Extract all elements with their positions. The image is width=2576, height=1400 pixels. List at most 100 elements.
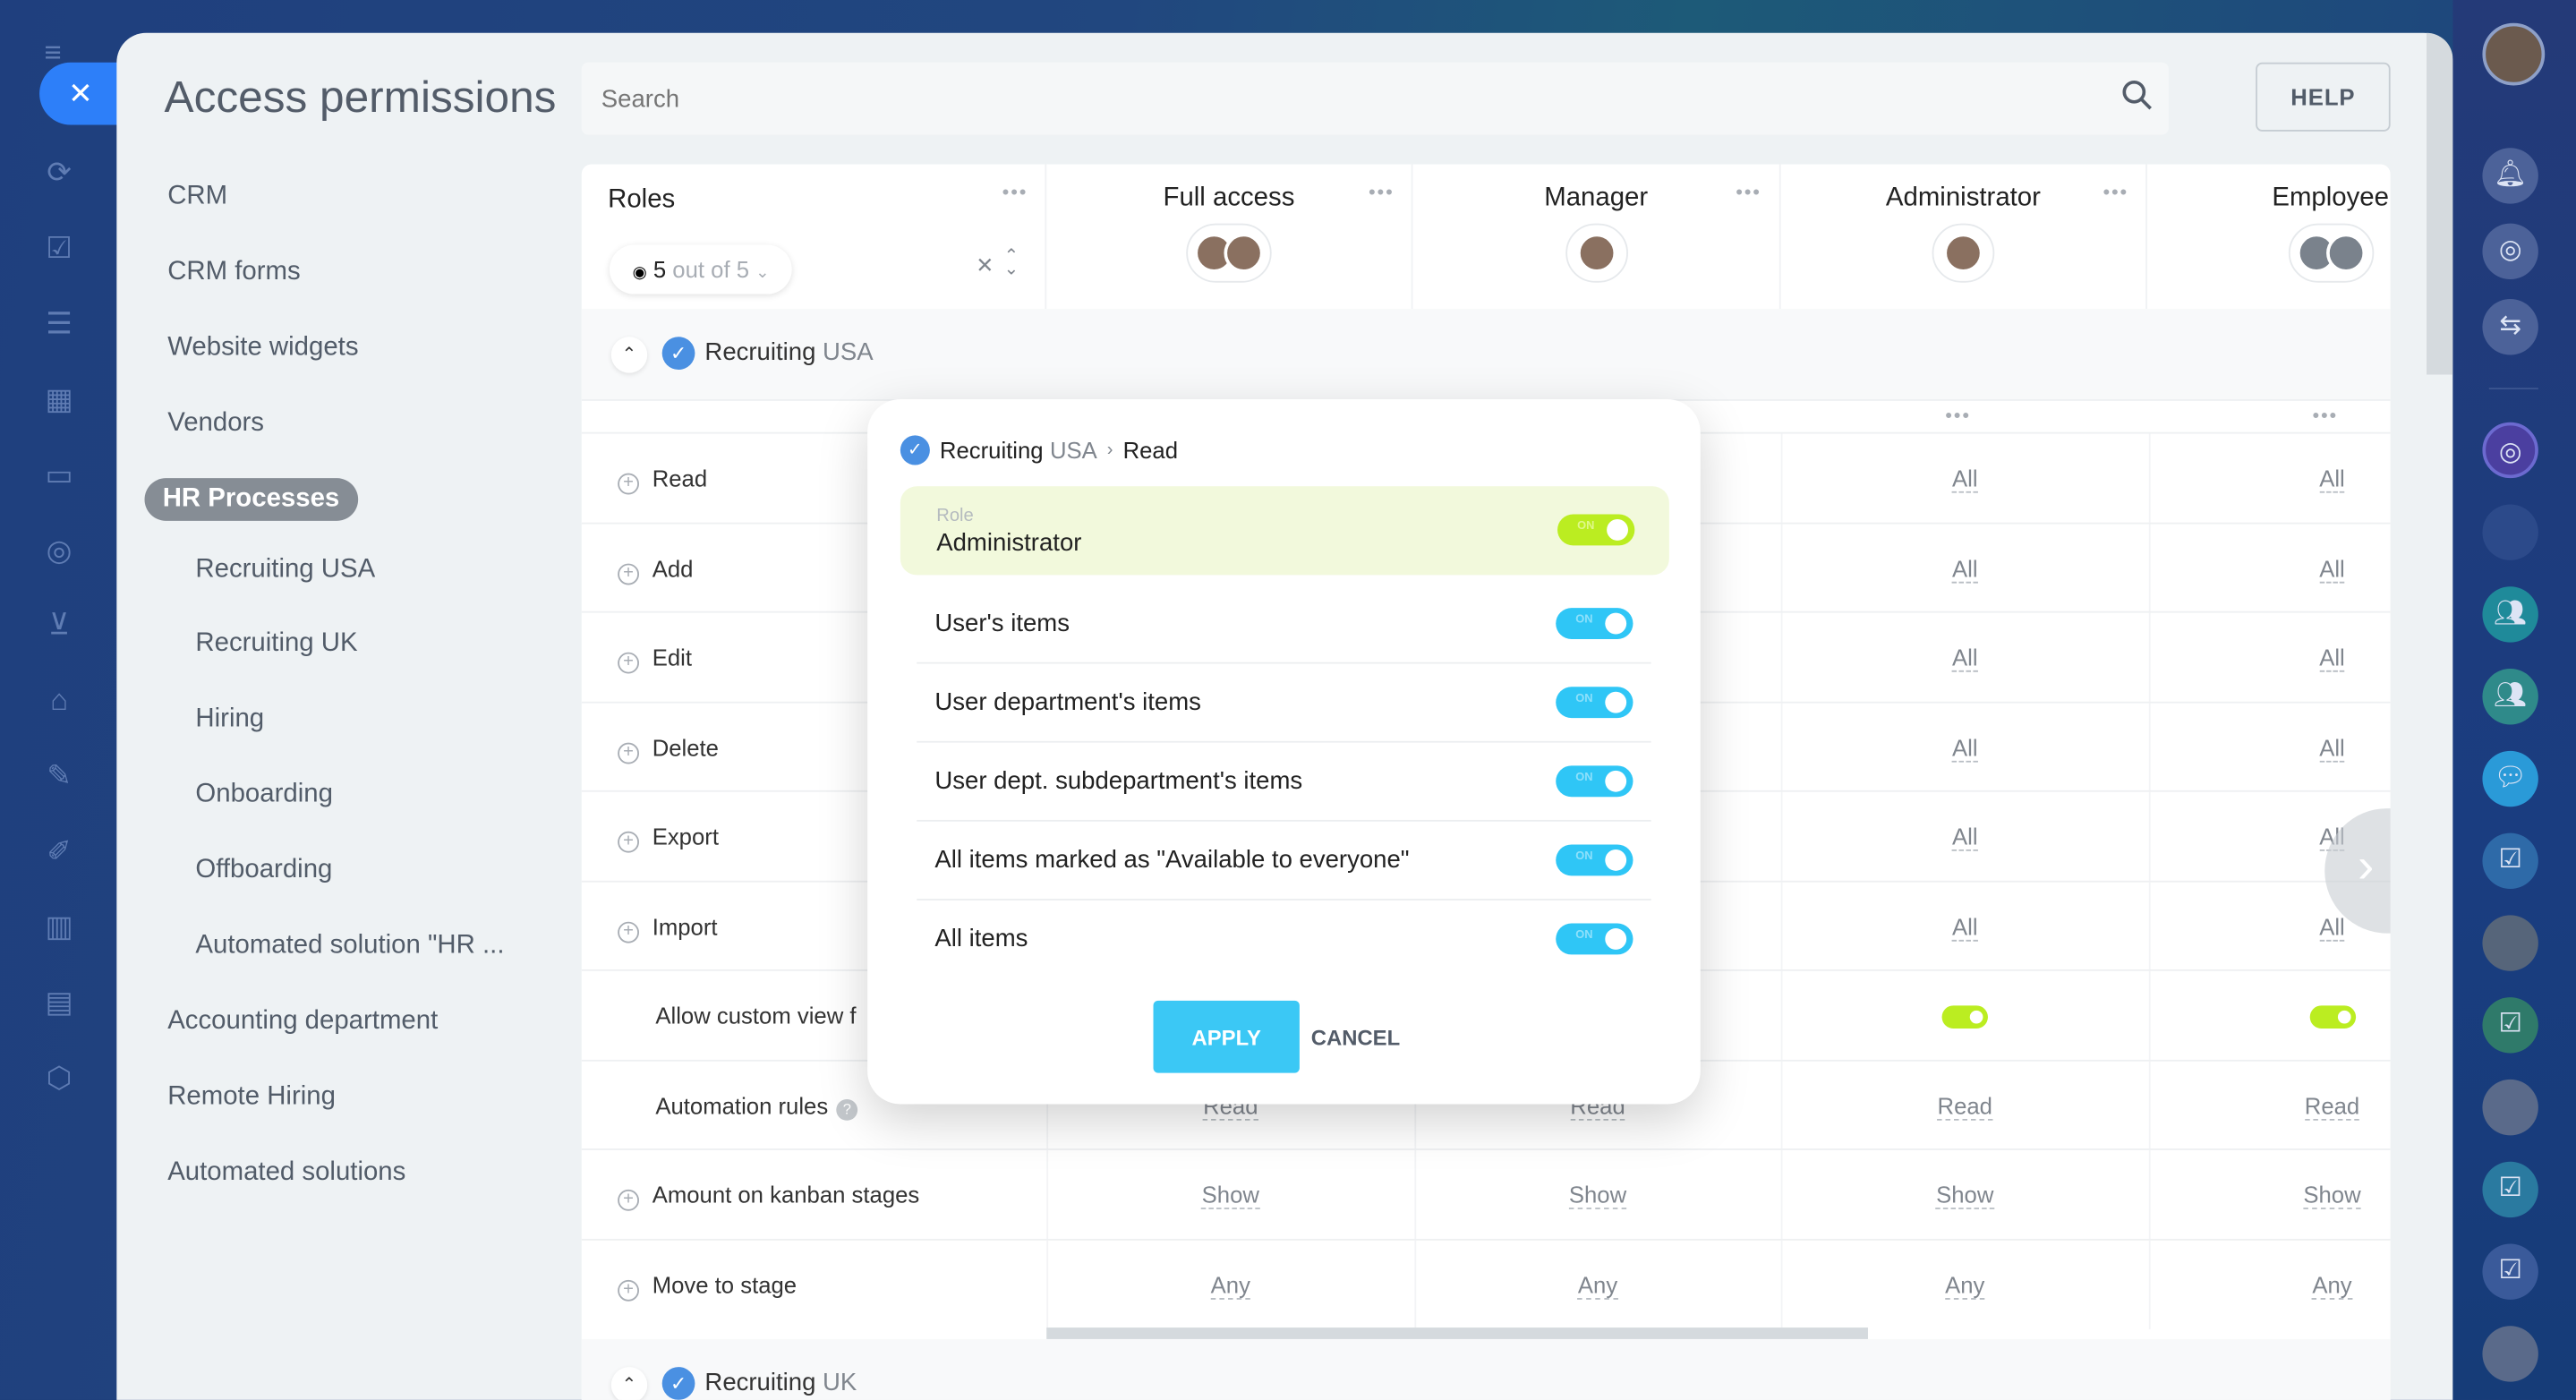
- task-icon[interactable]: ☑: [2482, 832, 2538, 890]
- more-icon[interactable]: •••: [1368, 180, 1395, 204]
- cart-icon[interactable]: ⊻: [47, 608, 71, 642]
- permission-cell[interactable]: All: [1780, 702, 2147, 791]
- role-toggle[interactable]: ON: [1557, 514, 1635, 546]
- search-input[interactable]: [581, 62, 2169, 135]
- menu-item[interactable]: Recruiting USA: [195, 554, 376, 583]
- more-icon[interactable]: •••: [2103, 180, 2129, 204]
- feed-icon[interactable]: ▤: [45, 986, 73, 1019]
- cell-value[interactable]: All: [1951, 912, 1978, 941]
- menu-item[interactable]: Automated solutions: [167, 1157, 406, 1186]
- option-toggle[interactable]: ON: [1556, 608, 1633, 640]
- expand-plus-icon[interactable]: +: [618, 1189, 640, 1211]
- permission-cell[interactable]: [1780, 970, 2147, 1060]
- menu-item[interactable]: Vendors: [167, 408, 264, 437]
- close-button[interactable]: ✕: [39, 62, 122, 125]
- chat-exchange-icon[interactable]: ⇆: [2482, 299, 2538, 355]
- cell-value[interactable]: Any: [1945, 1270, 1985, 1299]
- box-icon[interactable]: ⬡: [46, 1061, 73, 1095]
- collapse-all-icon[interactable]: ✕: [976, 252, 994, 278]
- option-toggle[interactable]: ON: [1556, 765, 1633, 798]
- cell-value[interactable]: Any: [1577, 1270, 1618, 1299]
- funnel-icon[interactable]: ☰: [46, 306, 73, 340]
- role-avatars[interactable]: [1932, 223, 1995, 283]
- expand-plus-icon[interactable]: +: [618, 741, 640, 764]
- permission-cell[interactable]: All: [1780, 881, 2147, 970]
- more-icon[interactable]: •••: [1945, 404, 1971, 428]
- cell-value[interactable]: All: [1951, 465, 1978, 493]
- vertical-scrollbar[interactable]: [2427, 32, 2453, 375]
- messages-icon[interactable]: 💬︎: [2482, 750, 2538, 807]
- group-chat-icon[interactable]: 👥︎: [2482, 669, 2538, 725]
- apply-button[interactable]: APPLY: [1153, 1000, 1300, 1073]
- bell-icon[interactable]: 🔔︎: [2482, 148, 2538, 204]
- permission-cell[interactable]: All: [2147, 612, 2391, 702]
- menu-item[interactable]: Automated solution "HR ...: [195, 931, 505, 960]
- horizontal-scrollbar[interactable]: [1046, 1327, 1868, 1339]
- permission-cell[interactable]: All: [1780, 612, 2147, 702]
- permission-cell[interactable]: All: [1780, 433, 2147, 523]
- toggle-on[interactable]: [2308, 1005, 2356, 1029]
- menu-item[interactable]: Remote Hiring: [167, 1082, 336, 1111]
- contact-avatar[interactable]: [2482, 504, 2538, 560]
- permission-cell[interactable]: All: [2147, 523, 2391, 612]
- task-icon[interactable]: ☑: [2482, 1161, 2538, 1218]
- cell-value[interactable]: All: [1951, 733, 1978, 762]
- toggle-on[interactable]: [1941, 1005, 1988, 1029]
- menu-item[interactable]: Offboarding: [195, 856, 333, 884]
- pen-icon[interactable]: ✐: [47, 834, 72, 868]
- role-avatars[interactable]: [2287, 223, 2374, 283]
- cell-value[interactable]: All: [2319, 912, 2345, 941]
- expand-plus-icon[interactable]: +: [618, 831, 640, 853]
- permission-cell[interactable]: Show: [2147, 1149, 2391, 1239]
- copilot-chat-icon[interactable]: ◎: [2482, 422, 2538, 479]
- permission-cell[interactable]: Read: [2147, 1060, 2391, 1149]
- role-avatars[interactable]: [1186, 223, 1272, 283]
- cell-value[interactable]: Show: [2303, 1181, 2361, 1209]
- permission-cell[interactable]: All: [2147, 433, 2391, 523]
- help-button[interactable]: HELP: [2256, 62, 2391, 132]
- permission-cell[interactable]: All: [2147, 881, 2391, 970]
- analytics-icon[interactable]: ▥: [45, 909, 73, 943]
- permission-cell[interactable]: All: [1780, 791, 2147, 881]
- group-chat-icon[interactable]: 👥︎: [2482, 586, 2538, 643]
- sign-icon[interactable]: ✎: [47, 759, 72, 793]
- user-avatar[interactable]: [2482, 22, 2546, 86]
- expand-plus-icon[interactable]: +: [618, 1278, 640, 1301]
- cell-value[interactable]: All: [2319, 465, 2345, 493]
- crm-icon[interactable]: ⟳: [47, 156, 72, 190]
- contact-avatar[interactable]: [2482, 915, 2538, 971]
- menu-item[interactable]: Accounting department: [167, 1006, 439, 1036]
- help-icon[interactable]: ?: [836, 1098, 858, 1120]
- chevron-up-icon[interactable]: ⌃: [610, 337, 648, 373]
- permission-cell[interactable]: All: [1780, 523, 2147, 612]
- cell-value[interactable]: Show: [1568, 1181, 1627, 1209]
- menu-item[interactable]: Recruiting UK: [195, 629, 358, 658]
- menu-item[interactable]: Hiring: [195, 704, 265, 734]
- cell-value[interactable]: Any: [2312, 1270, 2352, 1299]
- menu-item[interactable]: HR Processes: [144, 477, 358, 521]
- permission-cell[interactable]: Any: [1413, 1239, 1779, 1329]
- permission-cell[interactable]: [2147, 970, 2391, 1060]
- expand-all-icon[interactable]: ⌃ ⌄: [1003, 246, 1019, 280]
- task-icon[interactable]: ☑: [2482, 997, 2538, 1054]
- copilot-icon[interactable]: ◎: [2482, 223, 2538, 280]
- more-icon[interactable]: •••: [2312, 404, 2339, 428]
- menu-item[interactable]: Onboarding: [195, 781, 333, 809]
- store-icon[interactable]: ▭: [45, 457, 73, 491]
- more-icon[interactable]: •••: [1736, 180, 1761, 204]
- chevron-up-icon[interactable]: ⌃: [610, 1367, 648, 1400]
- expand-plus-icon[interactable]: +: [618, 473, 640, 495]
- cell-value[interactable]: Read: [1937, 1091, 1992, 1120]
- section-header[interactable]: ⌃ ✓ Recruiting USA: [581, 309, 2391, 400]
- tasks-icon[interactable]: ☑: [46, 231, 73, 265]
- task-icon[interactable]: ☑: [2482, 1243, 2538, 1300]
- menu-item[interactable]: CRM forms: [167, 257, 301, 286]
- cell-value[interactable]: All: [2319, 733, 2345, 762]
- permission-cell[interactable]: Show: [1780, 1149, 2147, 1239]
- cell-value[interactable]: All: [2319, 644, 2345, 672]
- section-header[interactable]: ⌃ ✓ Recruiting UK: [581, 1338, 2391, 1400]
- menu-item[interactable]: Website widgets: [167, 333, 359, 362]
- cell-value[interactable]: Show: [1201, 1181, 1259, 1209]
- target-icon[interactable]: ◎: [46, 533, 73, 567]
- permission-cell[interactable]: Any: [1046, 1239, 1412, 1329]
